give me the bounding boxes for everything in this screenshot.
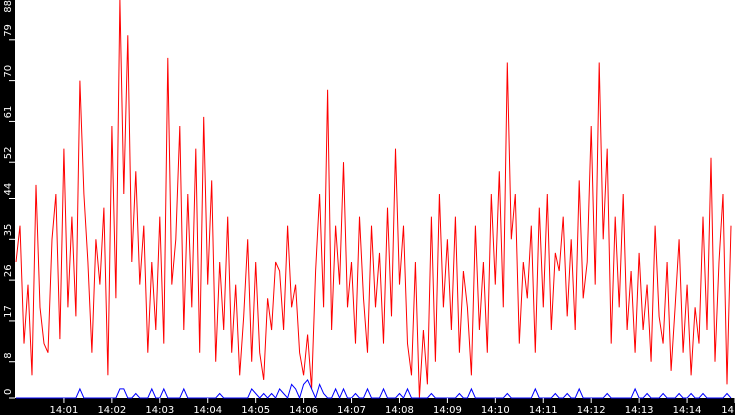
series-1-line xyxy=(16,378,732,400)
y-tick-label: 44 xyxy=(3,183,14,196)
x-tick-label: 14:02 xyxy=(97,405,126,415)
y-tick-label: 88 xyxy=(3,0,14,13)
y-tick-label: 26 xyxy=(3,264,14,277)
x-tick-label: 14:10 xyxy=(481,405,510,415)
series-0 xyxy=(15,0,732,399)
series-layer xyxy=(15,0,732,400)
x-axis-ticks: 14:01 14:02 14:03 14:04 14:05 14:06 14:07 14:08… xyxy=(50,398,735,415)
x-tick-label: 14:07 xyxy=(337,405,366,415)
y-tick-label: 70 xyxy=(3,65,14,78)
x-tick-label: 14:03 xyxy=(145,405,174,415)
y-axis-ticks: 0 8 17 26 35 44 52 61 70 79 88 xyxy=(3,0,15,399)
x-tick-label: 14:12 xyxy=(577,405,606,415)
x-tick-label: 14:01 xyxy=(50,405,79,415)
y-tick-label: 0 xyxy=(3,389,14,395)
y-tick-label: 8 xyxy=(3,352,14,358)
x-tick-label: 14:06 xyxy=(289,405,318,415)
series-0-line xyxy=(15,0,732,399)
x-tick-label: 14:04 xyxy=(193,405,222,415)
x-tick-label: 14 xyxy=(721,405,734,415)
x-tick-label: 14:11 xyxy=(529,405,558,415)
y-tick-label: 79 xyxy=(3,24,14,37)
x-tick-label: 14:05 xyxy=(241,405,270,415)
y-tick-label: 35 xyxy=(3,224,14,237)
y-tick-label: 61 xyxy=(3,106,14,119)
x-tick-label: 14:09 xyxy=(433,405,462,415)
y-axis-bar xyxy=(0,0,15,415)
x-tick-label: 14:13 xyxy=(625,405,654,415)
x-tick-label: 14:14 xyxy=(673,405,702,415)
y-tick-label: 17 xyxy=(3,305,14,318)
x-axis-bar xyxy=(0,398,735,415)
y-tick-label: 52 xyxy=(3,146,14,159)
series-1 xyxy=(15,378,732,400)
x-tick-label: 14:08 xyxy=(385,405,414,415)
